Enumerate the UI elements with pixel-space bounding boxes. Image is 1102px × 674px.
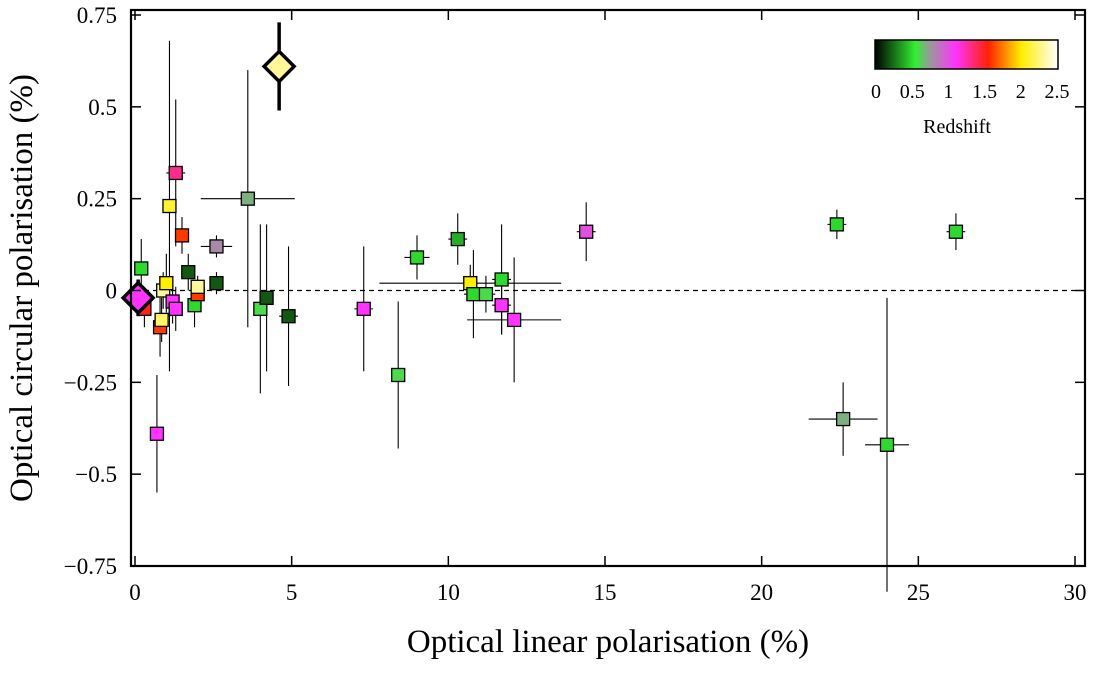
colorbar-gradient bbox=[874, 39, 1059, 70]
y-tick-label: −0.5 bbox=[75, 462, 117, 487]
data-point bbox=[174, 228, 190, 243]
x-tick-label: 5 bbox=[286, 580, 298, 605]
data-point bbox=[450, 231, 465, 247]
colorbar-tick-label: 1 bbox=[943, 81, 953, 103]
data-point bbox=[209, 239, 224, 254]
x-tick-label: 30 bbox=[1064, 580, 1087, 605]
data-point bbox=[494, 272, 509, 287]
colorbar-tick-label: 2 bbox=[1016, 81, 1026, 103]
data-point bbox=[948, 224, 964, 239]
data-point bbox=[835, 411, 851, 427]
highlighted-data-point bbox=[261, 48, 297, 84]
x-tick-label: 20 bbox=[750, 580, 773, 605]
x-tick-label: 25 bbox=[907, 580, 930, 605]
data-point bbox=[259, 290, 274, 305]
data-point bbox=[494, 298, 509, 313]
colorbar-tick-labels: 0 0.5 1 1.5 2 2.5 bbox=[871, 81, 1070, 103]
y-axis-label: Optical circular polarisation (%) bbox=[4, 74, 40, 502]
data-markers bbox=[120, 48, 964, 452]
data-point bbox=[356, 301, 371, 317]
x-tick-label: 0 bbox=[129, 580, 141, 605]
data-point bbox=[162, 198, 177, 214]
y-tick-label: −0.75 bbox=[64, 554, 117, 579]
data-point bbox=[209, 276, 224, 291]
data-point bbox=[181, 264, 196, 280]
colorbar: 0 0.5 1 1.5 2 2.5 Redshift bbox=[871, 39, 1070, 138]
data-point bbox=[168, 165, 183, 181]
data-point bbox=[168, 301, 183, 317]
data-point bbox=[879, 437, 895, 452]
y-tick-label: 0.75 bbox=[77, 3, 117, 28]
data-point bbox=[240, 191, 255, 206]
y-tick-label: 0.5 bbox=[88, 95, 117, 120]
data-point bbox=[478, 287, 494, 302]
data-point bbox=[134, 261, 149, 276]
data-point bbox=[579, 224, 594, 239]
colorbar-tick-label: 0.5 bbox=[900, 81, 925, 103]
data-point bbox=[466, 287, 481, 302]
data-point bbox=[149, 426, 165, 441]
plot-frame bbox=[129, 8, 1087, 568]
data-point bbox=[829, 217, 845, 232]
y-tick-label: −0.25 bbox=[64, 370, 117, 395]
data-point bbox=[409, 250, 425, 265]
data-point bbox=[154, 312, 169, 328]
axis-ticks bbox=[131, 10, 1085, 567]
y-tick-label: 0.25 bbox=[77, 187, 117, 212]
colorbar-tick-label: 0 bbox=[871, 81, 881, 103]
data-point bbox=[391, 367, 406, 383]
data-point bbox=[506, 312, 522, 328]
colorbar-tick-label: 2.5 bbox=[1045, 81, 1070, 103]
data-point bbox=[281, 309, 296, 324]
data-point bbox=[190, 279, 205, 294]
x-axis-label: Optical linear polarisation (%) bbox=[407, 624, 809, 660]
x-tick-label: 10 bbox=[437, 580, 460, 605]
colorbar-tick-label: 1.5 bbox=[972, 81, 997, 103]
colorbar-label: Redshift bbox=[923, 116, 991, 138]
data-point bbox=[159, 276, 174, 291]
y-tick-label: 0 bbox=[106, 279, 118, 304]
x-tick-label: 15 bbox=[594, 580, 617, 605]
